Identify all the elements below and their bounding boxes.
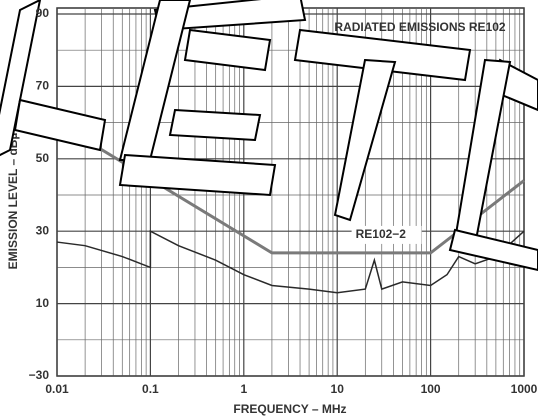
x-tick-label: 100: [421, 382, 441, 396]
x-tick-label: 1: [240, 382, 247, 396]
legend-bg: [351, 225, 422, 244]
y-tick-label: 10: [36, 296, 50, 310]
y-tick-label: −30: [29, 368, 50, 382]
x-tick-label: 0.01: [45, 382, 69, 396]
chart-title: RADIATED EMISSIONS RE102: [334, 20, 505, 34]
x-axis-title: FREQUENCY – MHz: [233, 402, 346, 416]
x-tick-label: 1000: [511, 382, 538, 396]
watermark: [0, 0, 538, 272]
legend-label: RE102−2: [356, 227, 407, 241]
y-tick-label: 30: [36, 223, 50, 237]
x-tick-label: 0.1: [142, 382, 159, 396]
series-line: [56, 229, 525, 294]
y-tick-label: 70: [36, 79, 50, 93]
x-tick-label: 10: [331, 382, 345, 396]
y-tick-label: 90: [36, 6, 50, 20]
y-tick-label: 50: [36, 151, 50, 165]
